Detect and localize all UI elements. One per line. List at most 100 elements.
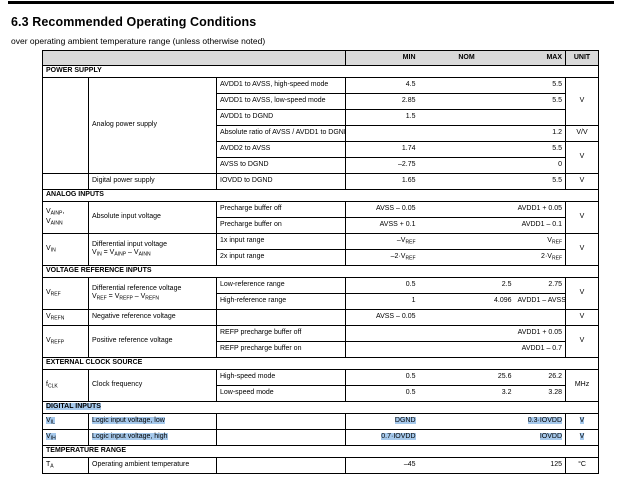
cell-test-condition: Precharge buffer off xyxy=(215,201,347,218)
section-header-label: EXTERNAL CLOCK SOURCE xyxy=(41,357,600,370)
selection-highlight: DIGITAL INPUTS xyxy=(46,403,101,411)
section-header-label: DIGITAL INPUTS xyxy=(41,401,600,414)
cell-min: 0.5 xyxy=(345,369,419,386)
table-row: VREFN Negative reference voltage AVSS – 0.… xyxy=(42,309,600,326)
cell-max: 26.2 xyxy=(514,369,567,386)
section-header-label: VOLTAGE REFERENCE INPUTS xyxy=(41,265,600,278)
cell-max xyxy=(514,109,567,126)
cell-test-condition: Low-reference range xyxy=(215,277,347,294)
cell-unit: V xyxy=(565,413,600,430)
table-row: Digital power supply IOVDD to DGND 1.65 5.5… xyxy=(42,173,600,190)
cell-max xyxy=(514,309,567,326)
cell-unit: °C xyxy=(565,457,600,474)
cell-parameter: Positive reference voltage xyxy=(88,325,217,358)
cell-test-condition: AVDD1 to DGND xyxy=(215,109,347,126)
cell-symbol: VAINP, VAINN xyxy=(42,201,89,234)
cell-symbol: VREF xyxy=(42,277,89,310)
cell-symbol: fCLK xyxy=(42,369,89,402)
cell-min: 1.74 xyxy=(345,141,419,158)
cell-parameter: Logic input voltage, high xyxy=(88,429,217,446)
table-row: VIL Logic input voltage, low DGND 0.3·IOVDD… xyxy=(42,413,600,430)
cell-nom xyxy=(418,413,515,430)
cell-nom xyxy=(418,249,515,266)
cell-nom: 4.096 xyxy=(418,293,515,310)
cell-nom xyxy=(418,217,515,234)
cell-nom xyxy=(418,233,515,250)
cell-max: 125 xyxy=(514,457,567,474)
cell-max: 5.5 xyxy=(514,93,567,110)
cell-nom xyxy=(418,157,515,174)
section-header-label: POWER SUPPLY xyxy=(41,65,600,78)
cell-parameter: Analog power supply xyxy=(88,77,217,174)
table-row: TA Operating ambient temperature –45 125 °C xyxy=(42,457,600,474)
cell-min: 1.5 xyxy=(345,109,419,126)
cell-test-condition: High-reference range xyxy=(215,293,347,310)
cell-test-condition: High-speed mode xyxy=(215,369,347,386)
cell-test-condition xyxy=(215,429,347,446)
cell-parameter: Differential reference voltage VREF = VRE… xyxy=(88,277,217,310)
cell-nom xyxy=(418,457,515,474)
selection-highlight: Logic input voltage, low xyxy=(92,417,165,425)
cell-nom xyxy=(418,173,515,190)
cell-nom xyxy=(418,325,515,342)
table-row: VREFP Positive reference voltage REFP prec… xyxy=(42,325,600,358)
table-section-header: DIGITAL INPUTS xyxy=(41,401,600,414)
selection-highlight: V xyxy=(579,433,585,441)
table-row: VREF Differential reference voltage VREF =… xyxy=(42,277,600,310)
cell-max: 0.3·IOVDD xyxy=(514,413,567,430)
table-row: fCLK Clock frequency High-speed mode 0.5 25.… xyxy=(42,369,600,402)
table-row: REFP precharge buffer on AVDD1 – 0.7 xyxy=(43,341,599,358)
cell-symbol: TA xyxy=(42,457,89,474)
cell-min: 0.5 xyxy=(345,385,419,402)
cell-unit: V xyxy=(565,429,600,446)
cell-unit: V xyxy=(565,277,600,310)
page-divider-rule xyxy=(8,1,614,4)
cell-min: 1 xyxy=(345,293,419,310)
cell-max: AVDD1 + 0.05 xyxy=(514,325,567,342)
cell-min: –VREF xyxy=(345,233,419,250)
cell-parameter: Logic input voltage, low xyxy=(88,413,217,430)
cell-symbol xyxy=(42,77,89,174)
cell-test-condition: REFP precharge buffer off xyxy=(215,325,347,342)
cell-test-condition: 2x input range xyxy=(215,249,347,266)
cell-unit: V xyxy=(565,141,600,174)
section-header-label: ANALOG INPUTS xyxy=(41,189,600,202)
cell-max: 5.5 xyxy=(514,173,567,190)
cell-nom: 2.5 xyxy=(418,277,515,294)
table-section-header: VOLTAGE REFERENCE INPUTS xyxy=(41,265,600,278)
table-row: Analog power supply AVDD1 to AVSS, high-s… xyxy=(42,77,600,174)
table-row: AVDD2 to AVSS 1.74 5.5 V xyxy=(43,141,600,174)
cell-unit: V xyxy=(565,309,600,326)
cell-max: 0 xyxy=(514,157,567,174)
cell-test-condition: Low-speed mode xyxy=(215,385,347,402)
table-row: Low-speed mode 0.5 3.2 3.28 xyxy=(43,385,599,402)
selection-highlight: VIH xyxy=(46,432,56,442)
column-header-min: MIN xyxy=(345,50,419,66)
cell-test-condition: AVDD1 to AVSS, low-speed mode xyxy=(215,93,347,110)
table-row: 2x input range –2·VREF 2·VREF xyxy=(43,249,599,266)
cell-max: AVDD1 – AVSS xyxy=(514,293,567,310)
cell-nom xyxy=(418,141,515,158)
cell-unit: V xyxy=(565,173,600,190)
cell-symbol: VREFP xyxy=(42,325,89,358)
cell-min xyxy=(345,125,419,142)
cell-min: –2.75 xyxy=(345,157,419,174)
cell-unit: V xyxy=(565,233,600,266)
cell-symbol: VIL xyxy=(42,413,89,430)
selection-highlight: 0.7·IOVDD xyxy=(381,433,416,441)
section-title: 6.3 Recommended Operating Conditions xyxy=(11,15,257,29)
cell-test-condition: IOVDD to DGND xyxy=(215,173,347,190)
table-header-row: MIN NOM MAX UNIT xyxy=(41,50,600,66)
header-spacer xyxy=(41,50,347,66)
cell-min: –2·VREF xyxy=(345,249,419,266)
cell-max: 2.75 xyxy=(514,277,567,294)
table-row: VAINP, VAINN Absolute input voltage Prechar… xyxy=(42,201,600,234)
cell-min: –45 xyxy=(345,457,419,474)
cell-nom xyxy=(418,77,515,94)
table-caption: over operating ambient temperature range… xyxy=(11,36,266,46)
cell-min: 2.85 xyxy=(345,93,419,110)
cell-nom xyxy=(418,429,515,446)
cell-parameter: Operating ambient temperature xyxy=(88,457,217,474)
selection-highlight: 0.3·IOVDD xyxy=(527,417,563,425)
